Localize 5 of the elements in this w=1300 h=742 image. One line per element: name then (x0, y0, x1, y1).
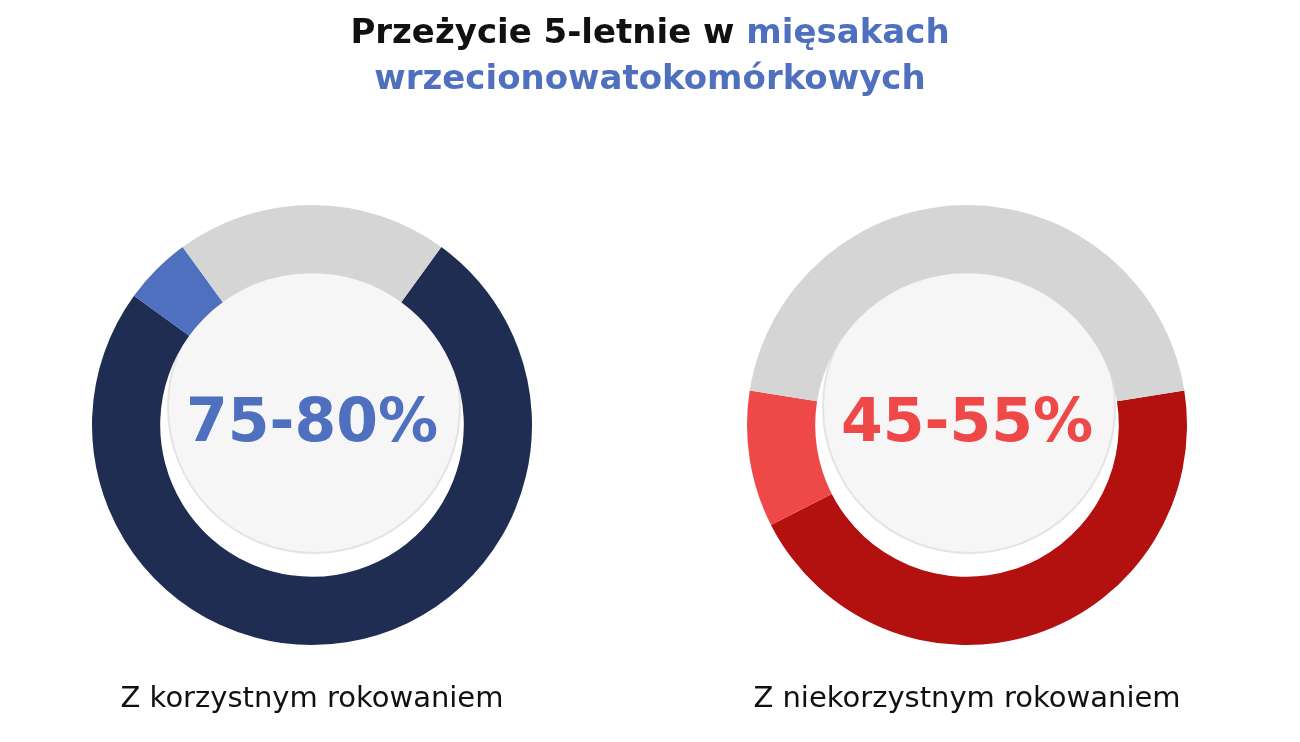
text: 45-55% (840, 384, 1094, 455)
text: Z korzystnym rokowaniem (119, 680, 505, 714)
text: Przeżycie 5-letnie w mięsakach wrzecionowatokomórkowych (350, 11, 950, 97)
text: 75-80% (185, 384, 439, 455)
text: Z niekorzystnym rokowaniem (752, 680, 1182, 714)
